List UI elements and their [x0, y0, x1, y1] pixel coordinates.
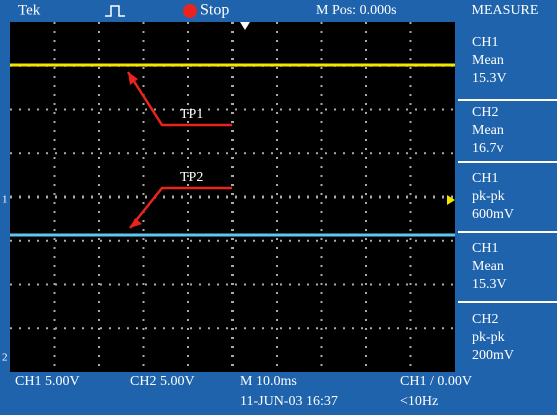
timebase: M 10.0ms [240, 374, 297, 389]
measure-channel: CH2 [472, 312, 498, 327]
measure-value: 15.3V [472, 71, 507, 86]
trigger: CH1 / 0.00V [400, 374, 472, 389]
status: Stop [200, 2, 229, 19]
brand: Tek [18, 2, 41, 18]
measure-title: MEASURE [472, 3, 539, 18]
measure-value: 200mV [472, 348, 514, 363]
measure-channel: CH1 [472, 241, 498, 256]
measure-type: Mean [472, 123, 504, 138]
annotation: TP1 [180, 107, 203, 122]
position: M Pos: 0.000s [316, 3, 397, 18]
measure-value: 16.7v [472, 141, 504, 156]
measure-type: pk-pk [472, 189, 505, 204]
measure-type: Mean [472, 53, 504, 68]
channel-marker: 1 [2, 194, 8, 206]
ch1-scale: CH1 5.00V [15, 374, 80, 389]
datetime: 11-JUN-03 16:37 [240, 394, 338, 409]
channel-marker: 2 [2, 352, 8, 364]
measure-channel: CH1 [472, 171, 498, 186]
scope-screen: TP1 TP2 1 2 Tek Stop M Pos: 0.000s MEASU… [0, 0, 557, 415]
measure-type: Mean [472, 259, 504, 274]
measure-channel: CH1 [472, 35, 498, 50]
measure-value: 600mV [472, 207, 514, 222]
measure-type: pk-pk [472, 330, 505, 345]
stop-indicator [183, 4, 197, 18]
ch2-scale: CH2 5.00V [130, 374, 195, 389]
frequency: <10Hz [400, 394, 438, 409]
annotation: TP2 [180, 170, 203, 185]
measure-channel: CH2 [472, 105, 498, 120]
measure-value: 15.3V [472, 277, 507, 292]
